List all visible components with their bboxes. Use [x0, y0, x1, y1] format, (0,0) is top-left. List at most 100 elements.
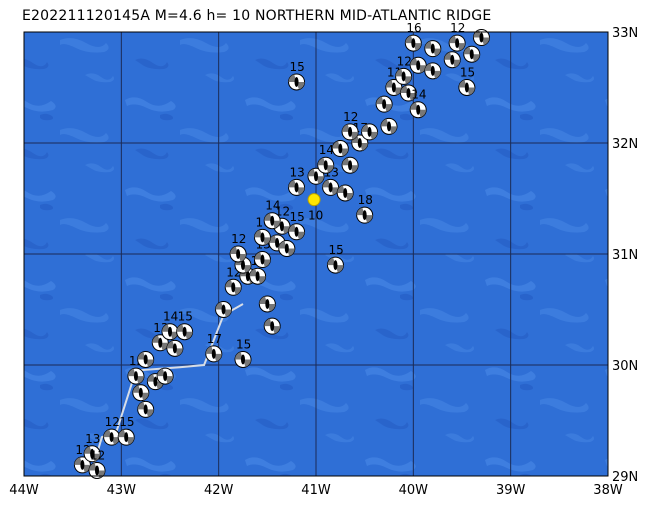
- main-event-marker: [307, 193, 321, 207]
- beachball-quadrant: [384, 104, 393, 112]
- focal-mechanism: 15: [288, 210, 306, 241]
- beachball-quadrant: [267, 303, 276, 312]
- focal-mechanism: [307, 167, 325, 185]
- beachball-quadrant: [395, 68, 404, 77]
- beachball-center: [284, 243, 289, 254]
- lon-tick-label: 44W: [9, 483, 39, 498]
- beachball-quadrant: [118, 429, 127, 438]
- beachball-quadrant: [403, 76, 412, 84]
- beachball-center: [328, 182, 333, 193]
- beachball-quadrant: [269, 235, 278, 243]
- focal-mechanism: 15: [326, 243, 344, 274]
- focal-mechanism: 15: [176, 310, 194, 341]
- focal-mechanism: 15: [117, 415, 135, 446]
- beachball-quadrant: [327, 257, 336, 266]
- beachball-center: [416, 104, 421, 115]
- beachball-center: [168, 326, 172, 337]
- beachball-quadrant: [111, 437, 120, 445]
- beachball-quadrant: [296, 231, 305, 240]
- focal-mechanism: 14: [317, 143, 335, 174]
- beachball-center: [260, 254, 265, 265]
- beachball-quadrant: [147, 374, 156, 382]
- beachball-quadrant: [376, 96, 385, 105]
- beachball-center: [430, 65, 435, 76]
- magnitude-label: 15: [460, 66, 475, 80]
- beachball-quadrant: [137, 401, 146, 410]
- beachball-quadrant: [257, 276, 266, 284]
- beachball-center: [270, 321, 275, 332]
- beachball-center: [469, 49, 474, 60]
- focal-mechanism: [341, 156, 359, 174]
- beachball-quadrant: [369, 131, 378, 140]
- beachball-center: [387, 121, 391, 132]
- beachball-center: [80, 459, 85, 470]
- beachball-quadrant: [184, 331, 193, 340]
- beachball-center: [416, 60, 421, 71]
- beachball-quadrant: [281, 226, 290, 234]
- beachball-quadrant: [215, 301, 224, 310]
- beachball-quadrant: [316, 176, 324, 184]
- beachball-quadrant: [452, 59, 461, 68]
- beachball-quadrant: [342, 124, 351, 132]
- beachball-center: [182, 326, 187, 337]
- beachball-quadrant: [254, 251, 263, 260]
- beachball-center: [294, 226, 299, 237]
- beachball-quadrant: [345, 192, 354, 201]
- beachball-quadrant: [165, 376, 174, 384]
- beachball-quadrant: [264, 318, 273, 327]
- magnitude-label: 14: [265, 199, 280, 213]
- magnitude-label: 15: [290, 60, 305, 74]
- focal-mechanism: [399, 84, 417, 102]
- beachball-quadrant: [337, 185, 346, 193]
- beachball-quadrant: [137, 351, 146, 360]
- focal-mechanism: 14: [161, 310, 179, 341]
- focal-mechanism: [336, 184, 354, 202]
- beachball-center: [406, 88, 411, 99]
- lat-tick-label: 32N: [612, 137, 638, 152]
- beachball-quadrant: [132, 385, 141, 393]
- beachball-quadrant: [359, 143, 368, 151]
- beachball-quadrant: [243, 359, 251, 368]
- beachball-quadrant: [249, 268, 258, 277]
- beachball-center: [382, 99, 387, 110]
- beachball-center: [367, 126, 372, 137]
- beachball-quadrant: [361, 124, 370, 132]
- beachball-quadrant: [225, 279, 234, 288]
- beachball-quadrant: [286, 248, 295, 257]
- focal-mechanism: [361, 123, 379, 141]
- beachball-quadrant: [233, 287, 242, 295]
- focal-mechanism: [156, 367, 174, 385]
- map-frame: [23, 31, 609, 477]
- beachball-quadrant: [350, 131, 359, 140]
- beachball-quadrant: [458, 79, 467, 88]
- beachball-quadrant: [254, 229, 263, 238]
- beachball-center: [348, 126, 353, 137]
- beachball-quadrant: [356, 207, 365, 216]
- beachball-center: [143, 354, 148, 365]
- beachball-quadrant: [385, 79, 394, 88]
- beachball-center: [241, 354, 245, 365]
- beachball-center: [260, 232, 265, 243]
- beachball-quadrant: [350, 165, 359, 173]
- beachball-center: [245, 271, 250, 282]
- beachball-quadrant: [213, 353, 222, 362]
- beachball-center: [172, 343, 177, 354]
- beachball-center: [343, 187, 348, 198]
- lon-tick-label: 41W: [301, 483, 331, 498]
- main-event-label: 10: [308, 209, 323, 223]
- beachball-quadrant: [74, 457, 83, 465]
- focal-mechanism: [409, 56, 427, 74]
- beachball-center: [455, 38, 460, 49]
- beachball-quadrant: [162, 324, 170, 332]
- magnitude-label: 16: [406, 21, 421, 35]
- focal-mechanism: [380, 117, 398, 135]
- beachball-center: [333, 260, 338, 271]
- beachball-quadrant: [230, 246, 239, 254]
- beachball-quadrant: [418, 109, 427, 118]
- beachball-quadrant: [82, 464, 91, 473]
- magnitude-label: 14: [163, 310, 178, 324]
- beachball-quadrant: [243, 265, 251, 273]
- lon-tick-label: 43W: [107, 483, 137, 498]
- focal-mechanism: [331, 140, 349, 158]
- beachball-center: [314, 171, 318, 182]
